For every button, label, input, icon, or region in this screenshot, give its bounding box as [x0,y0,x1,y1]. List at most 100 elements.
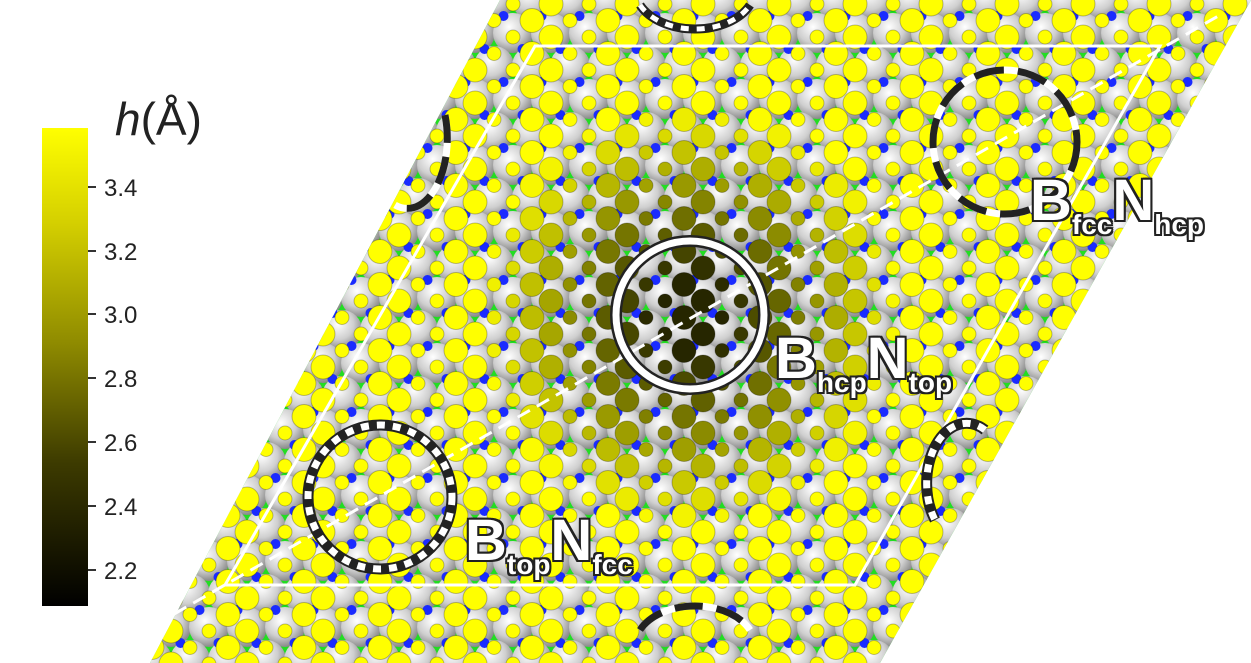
boron-atom [1127,140,1153,165]
boron-atom [7,190,31,214]
boron-atom [1113,0,1129,12]
boron-atom [866,178,882,193]
boron-atom [215,239,241,264]
boron-atom [581,62,597,78]
boron-atom [158,552,184,578]
boron-atom [1146,519,1172,545]
boron-atom [714,508,730,523]
boron-atom [975,239,1001,264]
boron-atom [443,41,469,66]
boron-atom [866,310,882,325]
nitrogen-atom [1201,506,1212,516]
boron-atom [0,570,12,594]
boron-atom [386,519,412,545]
nitrogen-atom [138,440,148,450]
boron-atom [538,585,564,611]
boron-atom [277,128,293,144]
boron-atom [1070,288,1096,314]
boron-atom [486,310,502,325]
boron-atom [809,161,825,177]
boron-atom [581,623,597,639]
boron-atom [367,74,393,99]
nitrogen-atom [802,11,813,21]
substrate-atom [911,607,951,647]
nitrogen-atom [62,44,72,54]
boron-atom [7,256,31,280]
boron-atom [367,470,393,495]
boron-atom [519,470,545,495]
boron-atom [581,491,597,507]
boron-atom [885,557,901,573]
nitrogen-atom [802,341,813,351]
boron-atom [519,74,545,99]
boron-atom [410,79,426,94]
boron-atom [538,123,564,149]
boron-atom [842,651,868,663]
boron-atom [1051,404,1077,429]
boron-atom [462,453,488,479]
boron-atom [657,590,673,606]
boron-atom [842,321,868,347]
nitrogen-atom [327,110,338,120]
boron-atom [50,0,64,11]
boron-atom [562,640,578,655]
boron-atom [1094,541,1110,556]
substrate-atom [208,376,248,416]
boron-atom [353,62,369,78]
boron-atom [410,376,426,391]
boron-atom [671,140,697,165]
substrate-atom [1120,310,1160,350]
boron-atom [1246,145,1251,160]
boron-atom [1246,310,1251,325]
boron-atom [1037,458,1053,474]
boron-atom [657,458,673,474]
boron-atom [353,656,369,663]
boron-atom [823,305,849,330]
boron-atom [462,24,488,50]
boron-atom [1037,29,1053,45]
boron-atom [0,108,12,132]
boron-atom [1037,392,1053,408]
boron-atom [790,310,806,325]
boron-atom [671,206,697,231]
nitrogen-atom [916,605,927,615]
nitrogen-atom [289,374,300,384]
nitrogen-atom [1125,638,1136,648]
boron-atom [866,409,882,424]
boron-atom [809,425,825,441]
boron-atom [994,585,1020,611]
boron-atom [1246,178,1251,193]
boron-atom [766,255,792,281]
boron-atom [353,392,369,408]
boron-atom [714,310,730,325]
boron-atom [234,0,260,17]
nitrogen-atom [175,440,186,450]
nitrogen-atom [1239,110,1250,120]
nitrogen-atom [308,209,319,219]
nitrogen-atom [119,539,129,549]
substrate-atom [322,46,362,86]
boron-atom [538,321,564,347]
boron-atom [942,145,958,160]
boron-atom [885,491,901,507]
boron-atom [1070,420,1096,446]
boron-atom [0,537,12,561]
boron-atom [733,491,749,507]
boron-atom [1018,178,1034,193]
boron-atom [277,557,293,573]
boron-atom [1203,206,1229,231]
label-b-top-n-fcc: BtopNfcc [465,508,633,580]
substrate-atom [37,13,77,53]
boron-atom [519,503,545,528]
boron-atom [505,326,521,342]
boron-atom [747,437,773,462]
substrate-atom [1177,409,1217,449]
boron-atom [657,656,673,663]
boron-atom [1113,293,1129,309]
boron-atom [7,553,31,577]
nitrogen-atom [1201,572,1212,582]
boron-atom [1094,475,1110,490]
boron-atom [866,244,882,259]
boron-atom [386,486,412,512]
boron-atom [733,326,749,342]
